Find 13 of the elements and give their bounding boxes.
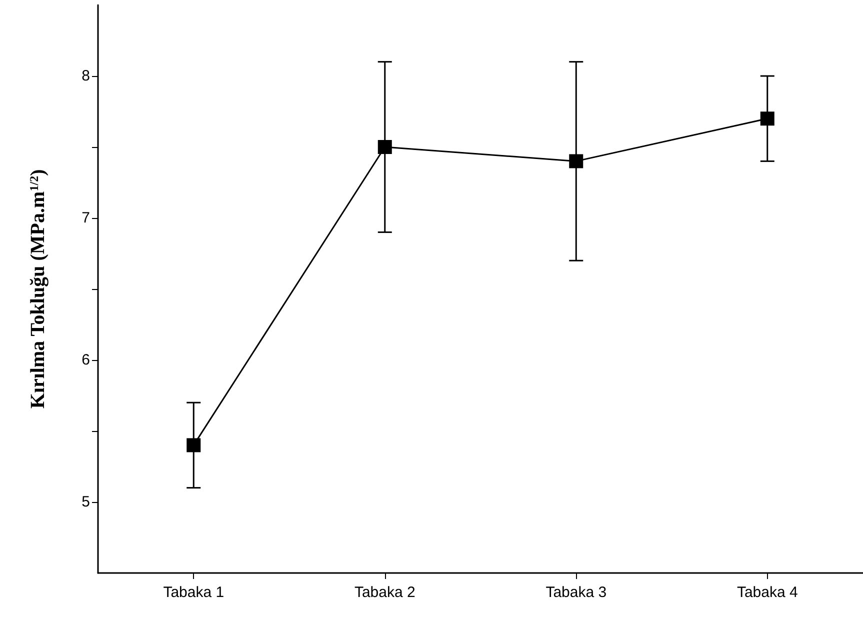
point bbox=[569, 154, 584, 168]
y-tick-label: 7 bbox=[82, 210, 90, 226]
x-tick-label: Tabaka 2 bbox=[354, 584, 416, 601]
point bbox=[760, 112, 774, 126]
x-tick-label: Tabaka 4 bbox=[736, 584, 798, 601]
x-tick-label: Tabaka 3 bbox=[546, 584, 607, 601]
y-tick-label: 8 bbox=[82, 68, 90, 84]
point bbox=[186, 438, 201, 452]
point bbox=[378, 140, 392, 154]
x-tick-label: Tabaka 1 bbox=[163, 584, 224, 601]
y-tick-label: 6 bbox=[82, 352, 90, 368]
y-axis-title: Kırılma Tokluğu (MPa.m1/2) bbox=[27, 169, 49, 409]
y-tick-label: 5 bbox=[82, 494, 90, 510]
